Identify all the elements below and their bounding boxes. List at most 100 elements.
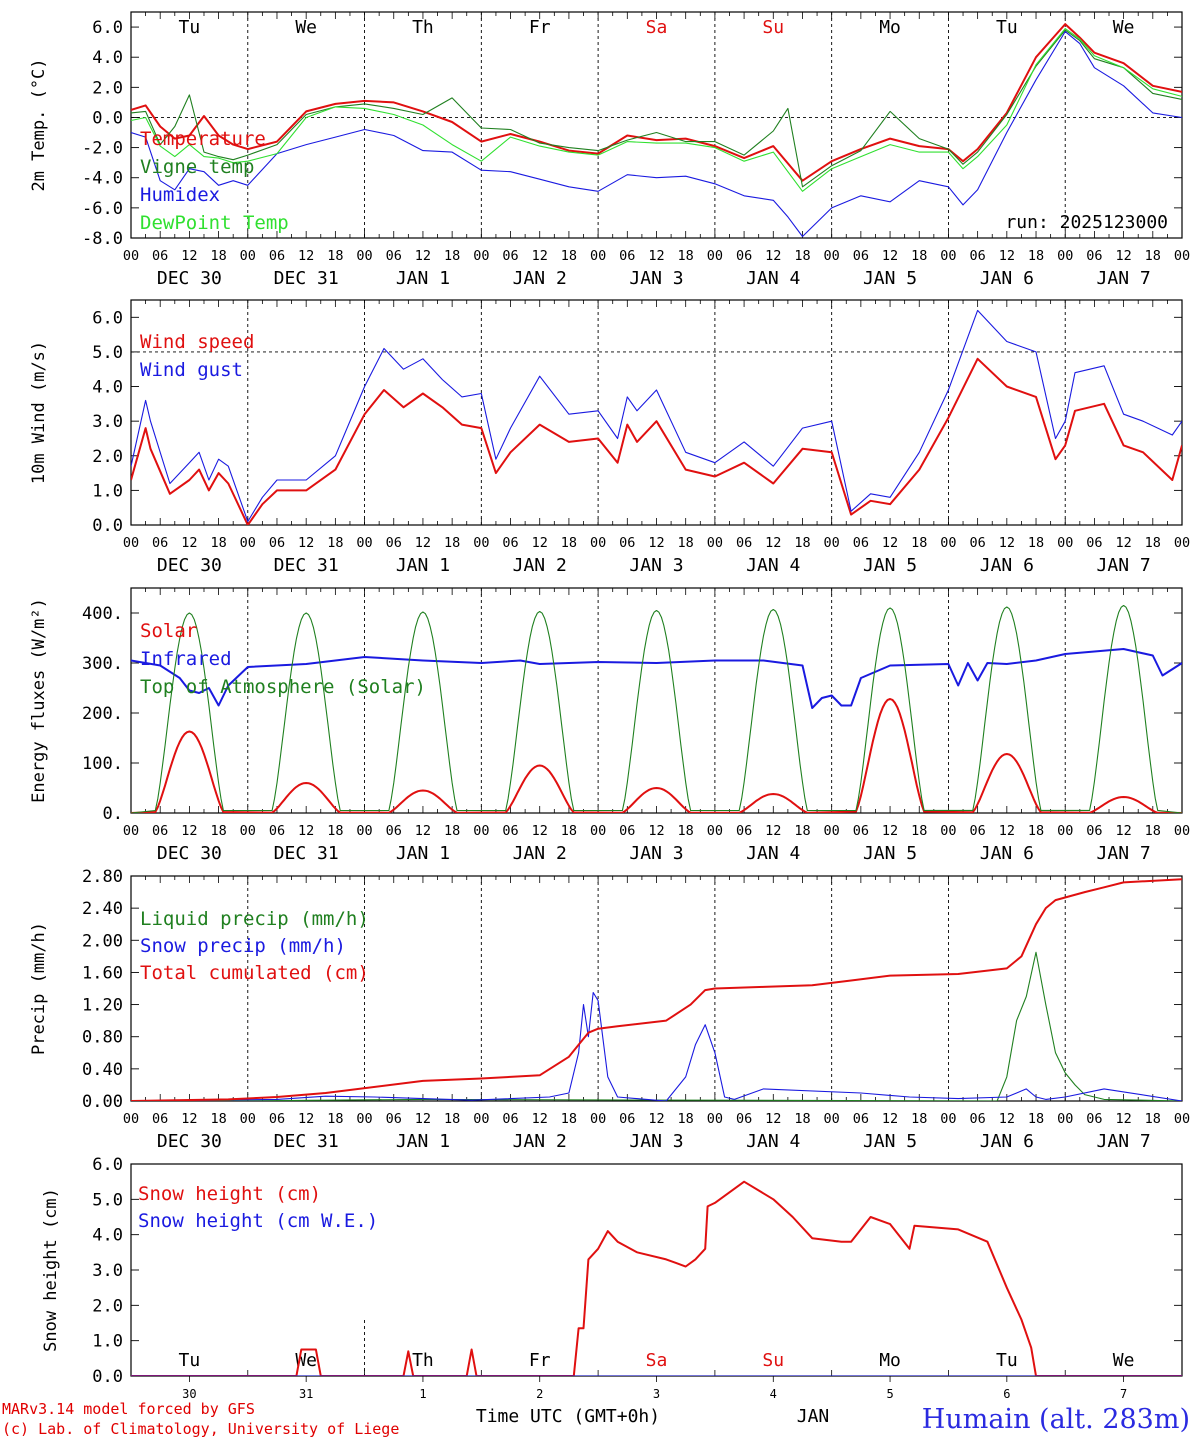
- hour-tick-label: 18: [1028, 823, 1044, 839]
- y-tick-label: -8.0: [82, 229, 123, 249]
- hour-tick-label: 06: [1086, 535, 1102, 551]
- date-label: DEC 31: [274, 843, 339, 864]
- hour-tick-label: 00: [940, 1111, 956, 1127]
- hour-tick-label: 06: [1086, 248, 1102, 264]
- y-tick-label: 1.20: [82, 996, 123, 1016]
- hour-tick-label: 06: [970, 823, 986, 839]
- weekday-label: Th: [412, 17, 434, 38]
- date-label: JAN 5: [863, 843, 917, 864]
- hour-tick-label: 12: [1115, 535, 1131, 551]
- hour-tick-label: 12: [532, 823, 548, 839]
- y-tick-label: 2.80: [82, 867, 123, 887]
- series-line-top-of-atmosphere-solar-: [131, 604, 1182, 813]
- hour-tick-label: 00: [473, 535, 489, 551]
- series-line-humidex: [131, 31, 1182, 238]
- date-label: JAN 1: [396, 555, 450, 576]
- hour-tick-label: 00: [940, 248, 956, 264]
- hour-tick-label: 06: [1086, 1111, 1102, 1127]
- y-tick-label: 0.0: [92, 1367, 123, 1387]
- hour-tick-label: 00: [824, 535, 840, 551]
- legend-entry: Wind gust: [140, 359, 243, 381]
- hour-tick-label: 12: [882, 248, 898, 264]
- y-tick-label: 0.0: [92, 516, 123, 536]
- hour-tick-label: 18: [210, 248, 226, 264]
- series-line-snow-height-cm-: [131, 1180, 1182, 1376]
- hour-tick-label: 06: [736, 823, 752, 839]
- y-tick-label: 2.0: [92, 447, 123, 467]
- hour-tick-label: 06: [386, 535, 402, 551]
- date-label: JAN 2: [513, 843, 567, 864]
- hour-tick-label: 12: [999, 1111, 1015, 1127]
- legend-entry: Solar: [140, 620, 197, 642]
- hour-tick-label: 00: [1057, 1111, 1073, 1127]
- hour-tick-label: 12: [1115, 823, 1131, 839]
- y-tick-label: -2.0: [82, 139, 123, 159]
- weekday-label: We: [295, 17, 317, 38]
- date-label: JAN 5: [863, 555, 917, 576]
- hour-tick-label: 12: [415, 535, 431, 551]
- hour-tick-label: 00: [123, 248, 139, 264]
- day-number-label: 7: [1120, 1387, 1127, 1401]
- date-label: JAN 5: [863, 1131, 917, 1152]
- date-label: JAN 7: [1097, 555, 1151, 576]
- date-label: JAN 5: [863, 268, 917, 289]
- day-number-label: 31: [299, 1387, 313, 1401]
- hour-tick-label: 00: [473, 823, 489, 839]
- y-tick-label: 4.0: [92, 48, 123, 68]
- y-tick-label: 0.80: [82, 1028, 123, 1048]
- y-tick-label: 6.0: [92, 308, 123, 328]
- series-line-snow-precip-mm-h-: [131, 991, 1182, 1101]
- date-label: DEC 30: [157, 555, 222, 576]
- hour-tick-label: 18: [1145, 823, 1161, 839]
- hour-tick-label: 18: [444, 535, 460, 551]
- y-axis-label: Snow height (cm): [41, 1188, 61, 1352]
- hour-tick-label: 06: [853, 1111, 869, 1127]
- weekday-label: Mo: [879, 1350, 901, 1371]
- hour-tick-label: 06: [269, 535, 285, 551]
- weekday-label: Tu: [996, 17, 1018, 38]
- hour-tick-label: 06: [386, 1111, 402, 1127]
- series-group: [131, 309, 1182, 525]
- panel-1: 6.0 4.0 2.0 0.0 -2.0 -4.0 -6.0 -8.0 2m Temp. (°C…: [29, 11, 1190, 289]
- y-tick-label: 100.: [82, 754, 123, 774]
- hour-tick-label: 18: [444, 248, 460, 264]
- y-tick-label: 300.: [82, 654, 123, 674]
- legend-entry: Wind speed: [140, 331, 254, 353]
- day-number-label: 6: [1003, 1387, 1010, 1401]
- y-tick-label: 1.0: [92, 481, 123, 501]
- hour-tick-label: 06: [736, 1111, 752, 1127]
- hour-tick-label: 12: [765, 823, 781, 839]
- hour-tick-label: 00: [590, 823, 606, 839]
- date-label: DEC 30: [157, 1131, 222, 1152]
- hour-tick-label: 18: [327, 248, 343, 264]
- series-line-infrared: [131, 648, 1182, 709]
- hour-tick-label: 06: [736, 535, 752, 551]
- hour-tick-label: 18: [561, 248, 577, 264]
- weekday-label: Th: [412, 1350, 434, 1371]
- hour-tick-label: 00: [123, 535, 139, 551]
- hour-tick-label: 18: [1028, 1111, 1044, 1127]
- hour-tick-label: 18: [911, 248, 927, 264]
- hour-tick-label: 18: [444, 1111, 460, 1127]
- footer: MARv3.14 model forced by GFS (c) Lab. of…: [2, 1400, 1190, 1438]
- hour-tick-label: 00: [473, 1111, 489, 1127]
- date-label: JAN 3: [629, 1131, 683, 1152]
- hour-tick-label: 00: [940, 535, 956, 551]
- date-label: JAN 3: [629, 555, 683, 576]
- date-label: JAN 1: [396, 268, 450, 289]
- series-line-wind-speed: [131, 357, 1182, 525]
- hour-tick-label: 06: [970, 535, 986, 551]
- hour-tick-label: 12: [532, 248, 548, 264]
- day-number-label: 1: [419, 1387, 426, 1401]
- date-label: JAN 7: [1097, 843, 1151, 864]
- hour-tick-label: 00: [123, 823, 139, 839]
- hour-tick-label: 18: [911, 823, 927, 839]
- date-label: JAN 6: [980, 555, 1034, 576]
- hour-tick-label: 06: [970, 248, 986, 264]
- hour-tick-label: 06: [269, 823, 285, 839]
- hour-tick-label: 12: [648, 823, 664, 839]
- weekday-label: We: [1113, 17, 1135, 38]
- hour-tick-label: 00: [240, 1111, 256, 1127]
- y-tick-label: 4.0: [92, 378, 123, 398]
- hour-tick-label: 06: [386, 823, 402, 839]
